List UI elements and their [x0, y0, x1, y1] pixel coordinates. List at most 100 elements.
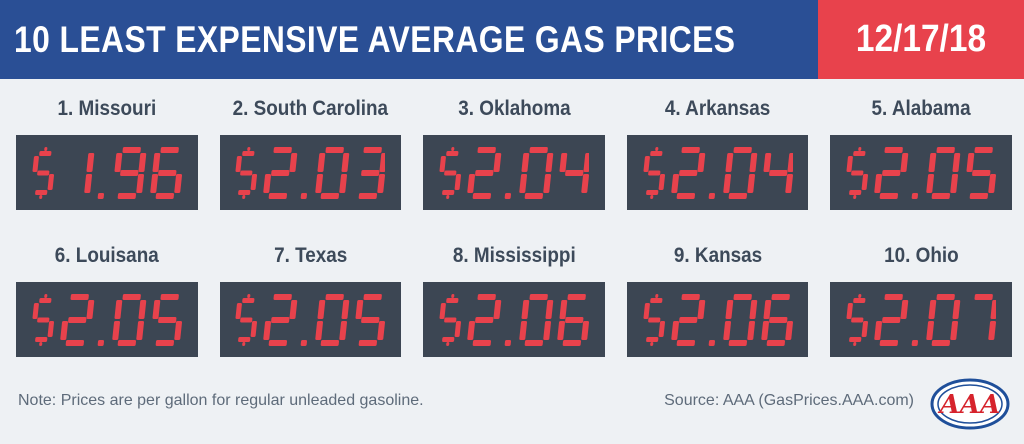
digit-segment [784, 173, 793, 193]
digit-segment [874, 173, 883, 193]
digit-segment [114, 299, 123, 319]
price-display [626, 282, 809, 357]
digit-segment [749, 152, 757, 172]
digit-segment [60, 320, 68, 340]
digit-segment [874, 320, 883, 340]
digit-segment [581, 173, 589, 193]
digit-segment [649, 297, 663, 303]
price-row: 6. Louisana 7. Texas 8. Mississippi 9. K… [16, 239, 1012, 357]
digit-segment [36, 317, 50, 322]
digit-segment [341, 299, 350, 319]
digit-segment [242, 194, 246, 199]
price-value [439, 293, 589, 346]
digit-segment [251, 173, 258, 190]
header-banner: 10 LEAST EXPENSIVE AVERAGE GAS PRICES 12… [0, 0, 1024, 79]
digit-segment [70, 293, 89, 300]
digit-segment [784, 320, 793, 340]
digit-segment [321, 192, 340, 199]
digit-segment [301, 339, 308, 346]
digit-segment [728, 192, 747, 199]
digit-segment [451, 293, 455, 298]
digit-segment [263, 320, 272, 340]
digit-segment [317, 299, 326, 319]
digit-segment [504, 192, 512, 199]
digit-segment [950, 173, 959, 193]
digit-segment [849, 336, 862, 342]
digit-segment [559, 152, 568, 172]
digit-segment [86, 299, 95, 319]
digit-segment [697, 299, 705, 319]
digit-segment [974, 293, 994, 300]
digit-segment [853, 150, 866, 156]
price-value [846, 293, 997, 346]
digit-segment [649, 341, 653, 346]
digit-segment [97, 192, 104, 199]
digit-segment [355, 299, 364, 319]
digit-segment [725, 299, 733, 319]
digit-segment [931, 192, 951, 199]
page-title-text: 10 LEAST EXPENSIVE AVERAGE GAS PRICES [14, 18, 736, 60]
digit-segment [477, 293, 496, 300]
digit-segment [849, 189, 862, 195]
digit-segment [529, 146, 548, 153]
digit-segment [117, 339, 136, 346]
digit-segment [676, 339, 695, 346]
price-card: 10. Ohio [830, 239, 1012, 357]
digit-segment [972, 169, 991, 176]
digit-segment [931, 339, 951, 346]
digit-segment [325, 293, 345, 300]
digit-segment [34, 336, 48, 342]
footnote: Note: Prices are per gallon for regular … [18, 392, 424, 409]
state-label: 2. South Carolina [232, 97, 389, 120]
digit-segment [377, 320, 386, 340]
digit-segment [472, 192, 492, 199]
state-label: 6. Louisana [54, 244, 159, 267]
digit-segment [746, 320, 755, 340]
digit-segment [990, 299, 997, 319]
aaa-logo-icon[interactable]: AAA [930, 378, 1010, 430]
digit-segment [269, 192, 288, 199]
digit-segment [341, 152, 350, 172]
source-link[interactable]: Source: AAA (GasPrices.AAA.com) [664, 392, 914, 409]
digit-segment [361, 169, 380, 176]
digit-segment [44, 293, 48, 298]
digit-segment [467, 173, 475, 193]
price-value [643, 146, 793, 199]
digit-segment [936, 293, 956, 300]
digit-segment [363, 293, 383, 300]
digit-segment [583, 152, 589, 172]
digit-segment [645, 336, 658, 342]
digit-segment [936, 146, 956, 153]
digit-segment [708, 339, 715, 346]
price-display [219, 135, 402, 210]
digit-segment [47, 320, 54, 337]
digit-segment [543, 173, 551, 193]
digit-segment [670, 320, 679, 340]
digit-segment [559, 299, 568, 319]
price-digits [846, 293, 997, 346]
price-display [219, 282, 402, 357]
digit-segment [451, 146, 455, 151]
digit-segment [444, 170, 457, 175]
digit-segment [238, 189, 251, 195]
digit-segment [446, 194, 450, 199]
digit-segment [853, 194, 857, 199]
digit-segment [950, 320, 959, 340]
digit-segment [379, 152, 386, 172]
price-value [32, 146, 182, 199]
digit-segment [911, 192, 919, 199]
digit-segment [900, 299, 909, 319]
state-label: 3. Oklahoma [457, 97, 571, 120]
price-display [16, 282, 198, 357]
digit-segment [884, 293, 904, 300]
digit-segment [122, 146, 141, 153]
digit-segment [454, 320, 461, 337]
price-digits [643, 146, 793, 199]
digit-segment [38, 341, 43, 346]
logo-text: AAA [937, 390, 1001, 420]
digit-segment [339, 173, 348, 193]
digit-segment [952, 152, 961, 172]
digit-segment [733, 146, 752, 153]
price-digits [846, 146, 997, 199]
digit-segment [247, 146, 251, 151]
